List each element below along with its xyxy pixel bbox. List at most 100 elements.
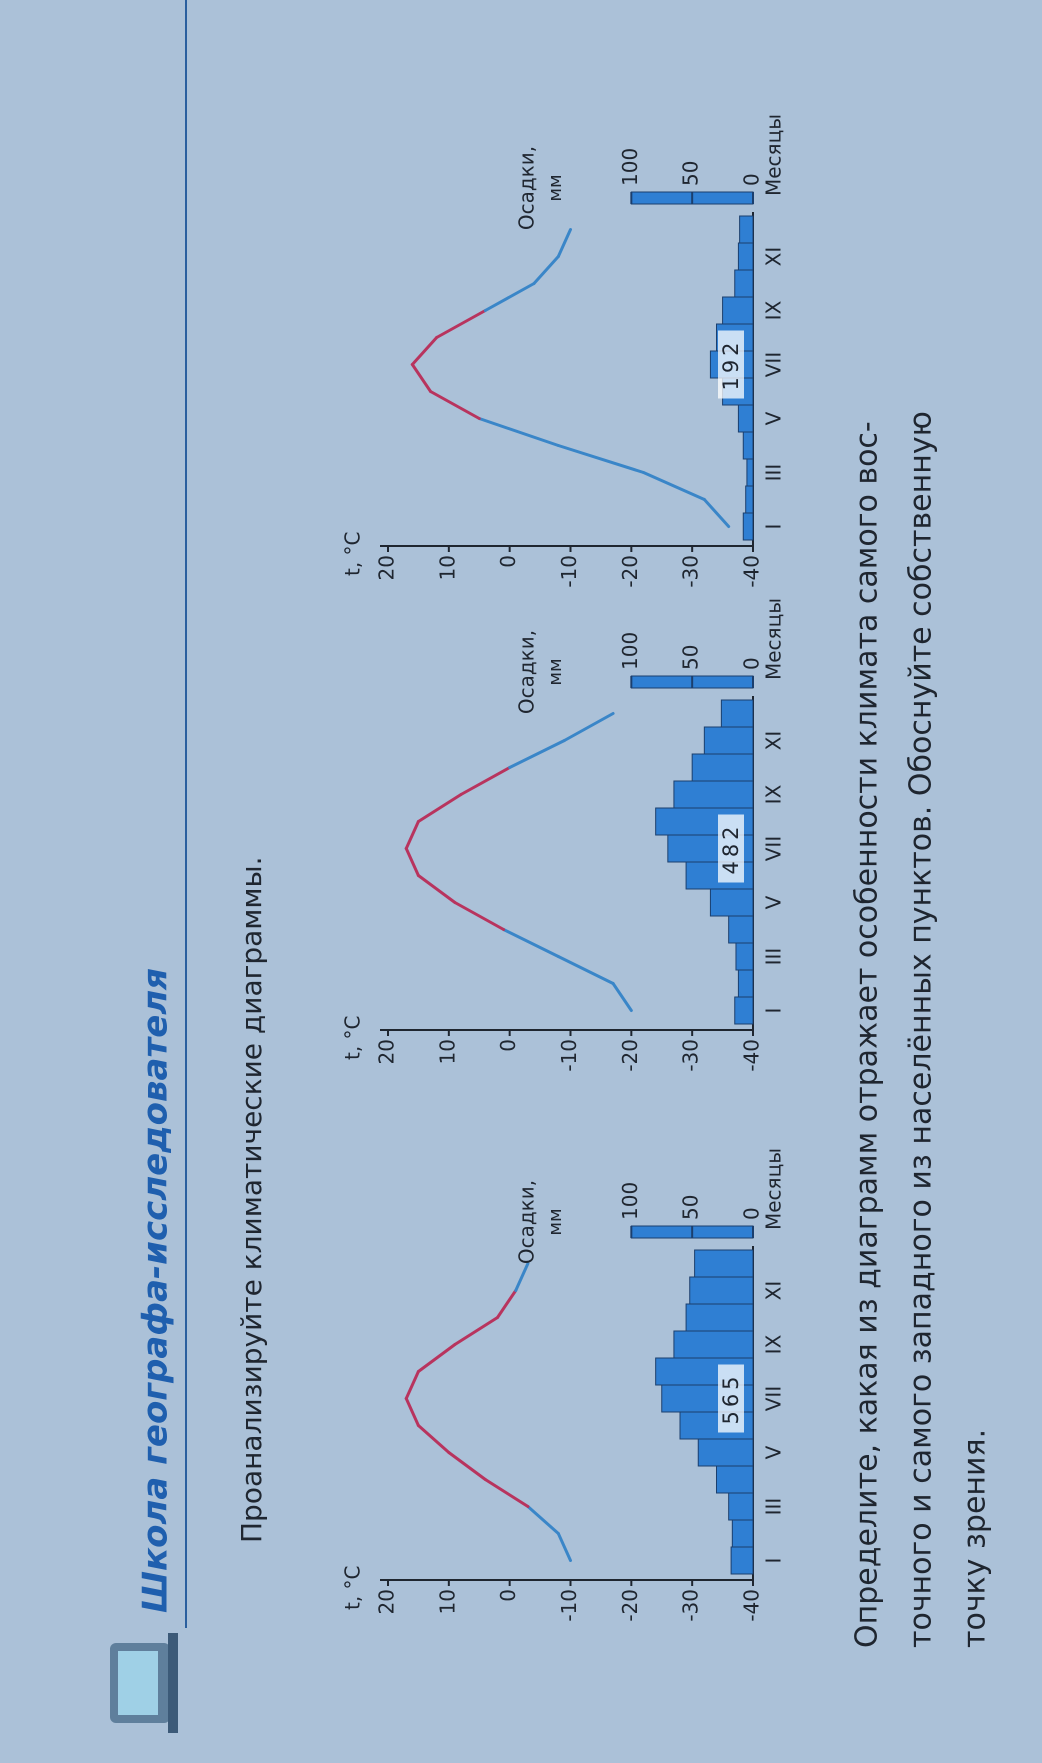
y-tick-label: 10 — [435, 555, 459, 580]
y2-tick-label: 100 — [618, 632, 642, 670]
y2-tick-label: 100 — [618, 1182, 642, 1220]
temperature-segment — [404, 1397, 420, 1427]
precip-bar — [697, 1438, 754, 1467]
annual-box — [718, 1364, 744, 1433]
y-tick-label: -40 — [740, 555, 764, 588]
x-axis-title: Месяцы — [762, 1148, 786, 1230]
question-line: Определите, какая из диаграмм отражает о… — [850, 421, 885, 1648]
precip-bar — [728, 1492, 754, 1521]
temperature-segment — [416, 874, 457, 904]
temperature-segment — [410, 336, 439, 366]
annual-box — [718, 814, 744, 883]
y2-tick-label: 0 — [740, 657, 764, 670]
y-tick-label: -20 — [618, 1039, 642, 1072]
temperature-segment — [429, 390, 481, 420]
y-tick-label: -10 — [557, 1039, 581, 1072]
x-tick-label: XI — [762, 1281, 786, 1301]
x-tick-label: I — [762, 1558, 786, 1564]
question-line: точного и самого западного из населённых… — [904, 411, 939, 1648]
precip-bar — [730, 1546, 754, 1575]
temperature-segment — [611, 982, 633, 1012]
y-tick-label: -30 — [679, 555, 703, 588]
icon-base — [168, 1633, 178, 1733]
temperature-segment — [404, 1370, 420, 1400]
precip-bar — [703, 726, 754, 755]
temperature-segment — [404, 847, 420, 877]
x-tick-label: I — [762, 1008, 786, 1014]
x-tick-label: IX — [762, 300, 786, 320]
precip-bar — [737, 969, 754, 998]
precip-bar — [689, 1276, 754, 1305]
y2-axis-title: Осадки, — [515, 1180, 539, 1264]
x-tick-label: III — [762, 1498, 786, 1516]
precip-bar — [709, 888, 754, 917]
precip-bar — [728, 915, 754, 944]
temperature-segment — [447, 1451, 487, 1481]
y-tick-label: -20 — [618, 555, 642, 588]
precip-bar — [734, 996, 754, 1025]
precip-bar — [746, 458, 754, 487]
x-tick-label: VII — [762, 352, 786, 377]
annual-precipitation: 565 — [719, 1372, 743, 1424]
x-axis-title: Месяцы — [762, 598, 786, 680]
climate-chart: t, °C 20 10 0 -10 -20 -30 -40IIIIVVIIIXXI482100… — [341, 598, 786, 1072]
y-tick-label: -20 — [618, 1589, 642, 1622]
temperature-segment — [477, 417, 560, 447]
climate-chart: t, °C 20 10 0 -10 -20 -30 -40IIIIVVIIIXXI565100… — [341, 1148, 786, 1622]
y-tick-label: 0 — [496, 1589, 520, 1602]
temperature-segment — [556, 444, 645, 474]
x-axis-title: Месяцы — [762, 114, 786, 196]
x-tick-label: V — [762, 411, 786, 425]
y-axis-title: t, °C — [341, 1015, 365, 1060]
y-tick-label: -10 — [557, 1589, 581, 1622]
y-tick-label: -40 — [740, 1589, 764, 1622]
y2-tick-label: 0 — [740, 173, 764, 186]
temperature-segment — [502, 928, 560, 958]
x-tick-label: III — [762, 464, 786, 482]
temperature-segment — [556, 1532, 572, 1562]
y-tick-label: 0 — [496, 1039, 520, 1052]
icon-screen — [118, 1651, 158, 1715]
temperature-segment — [410, 363, 433, 393]
precip-bar — [739, 215, 754, 244]
y-tick-label: -30 — [679, 1589, 703, 1622]
precip-bar — [745, 485, 754, 514]
precip-bar — [716, 1465, 754, 1494]
x-tick-label: VII — [762, 836, 786, 861]
precip-bar — [742, 512, 754, 541]
y-axis-title: t, °C — [341, 1565, 365, 1610]
precip-bar — [742, 431, 754, 460]
temperature-segment — [642, 471, 706, 501]
y-tick-label: 0 — [496, 555, 520, 568]
x-tick-label: VII — [762, 1386, 786, 1411]
y2-tick-label: 50 — [679, 161, 703, 186]
y2-tick-label: 50 — [679, 1195, 703, 1220]
temperature-segment — [508, 739, 566, 769]
x-tick-label: IX — [762, 784, 786, 804]
precip-bar — [694, 1249, 754, 1278]
y2-axis-title: мм — [545, 658, 566, 685]
temperature-segment — [404, 820, 420, 850]
precip-bar — [735, 942, 754, 971]
y-tick-label: -30 — [679, 1039, 703, 1072]
precip-bar — [685, 1303, 754, 1332]
temperature-segment — [483, 1478, 530, 1508]
temperature-segment — [416, 1424, 451, 1454]
temperature-segment — [556, 228, 572, 258]
y-tick-label: 10 — [435, 1589, 459, 1614]
y2-axis-title: Осадки, — [515, 146, 539, 230]
x-tick-label: I — [762, 524, 786, 530]
y-tick-label: -40 — [740, 1039, 764, 1072]
precip-bar — [720, 699, 754, 728]
y2-tick-label: 100 — [618, 148, 642, 186]
x-tick-label: IX — [762, 1334, 786, 1354]
x-tick-label: XI — [762, 731, 786, 751]
temperature-segment — [562, 712, 615, 742]
x-tick-label: XI — [762, 247, 786, 267]
y-tick-label: -10 — [557, 555, 581, 588]
temperature-segment — [514, 1262, 530, 1292]
y2-axis-title: Осадки, — [515, 630, 539, 714]
header-title: Школа географа-исследователя — [136, 968, 176, 1613]
precip-bar — [673, 780, 754, 809]
